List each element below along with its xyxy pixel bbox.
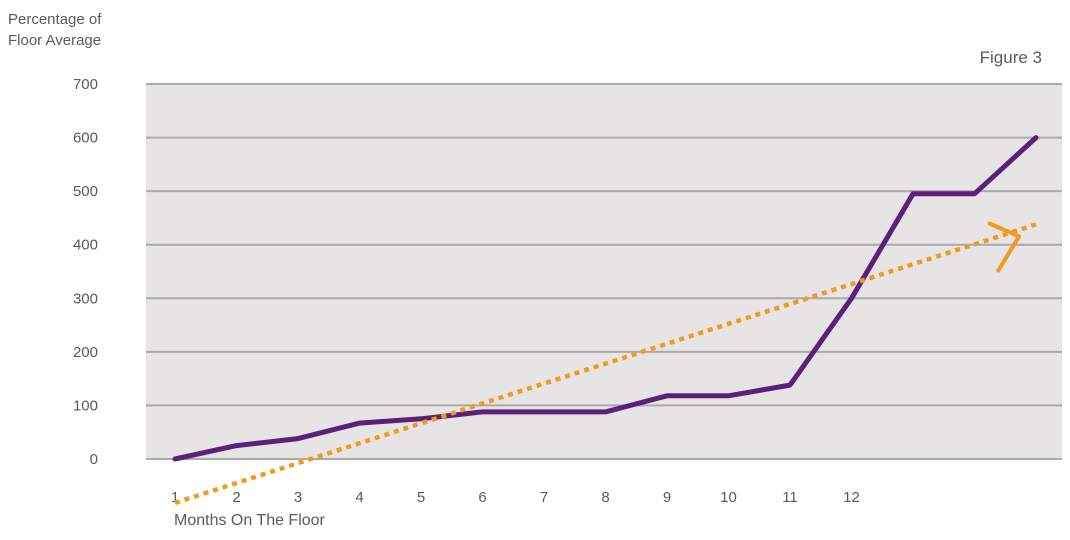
x-tick-label-7: 7: [540, 489, 548, 506]
y-tick-label-700: 700: [73, 76, 98, 93]
x-tick-label-1: 1: [171, 489, 179, 506]
x-tick-label-6: 6: [478, 489, 486, 506]
x-tick-label-3: 3: [294, 489, 302, 506]
x-axis-title: Months On The Floor: [174, 512, 325, 529]
x-tick-label-8: 8: [601, 489, 609, 506]
y-axis-title-line-1: Percentage of: [8, 11, 102, 28]
y-tick-label-200: 200: [73, 344, 98, 361]
y-tick-label-500: 500: [73, 183, 98, 200]
x-tick-label-4: 4: [355, 489, 363, 506]
x-tick-label-10: 10: [720, 489, 737, 506]
x-tick-label-9: 9: [663, 489, 671, 506]
x-tick-label-2: 2: [232, 489, 240, 506]
plot-area: [146, 84, 1062, 459]
trend-arrowhead-icon: [987, 221, 1021, 273]
y-axis-title: Percentage of Floor Average: [8, 9, 101, 51]
y-axis-title-line-2: Floor Average: [8, 32, 102, 49]
series-line-0: [172, 135, 1039, 462]
y-tick-label-0: 0: [90, 451, 98, 468]
figure-label: Figure 3: [979, 48, 1042, 67]
trend-line-1: [174, 222, 1037, 506]
y-tick-label-100: 100: [73, 397, 98, 414]
x-tick-label-5: 5: [417, 489, 425, 506]
x-tick-label-11: 11: [782, 489, 798, 506]
x-tick-label-12: 12: [843, 489, 860, 506]
y-tick-label-300: 300: [73, 290, 98, 307]
y-tick-label-600: 600: [73, 130, 98, 147]
y-tick-label-400: 400: [73, 237, 98, 254]
